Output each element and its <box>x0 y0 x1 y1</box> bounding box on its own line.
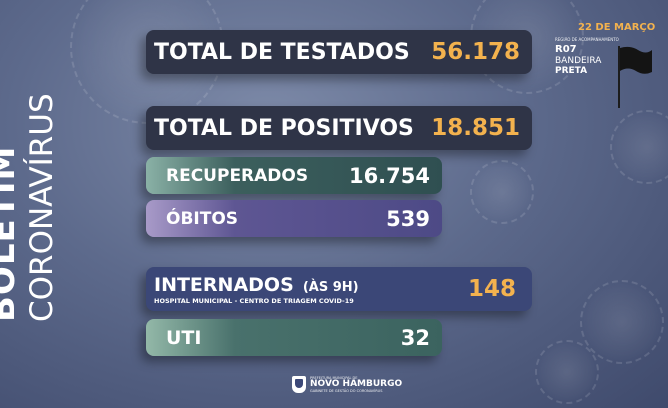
footer-bottom: GABINETE DE GESTÃO DO CORONAVÍRUS <box>310 389 383 393</box>
recuperados-label: RECUPERADOS <box>166 165 309 186</box>
report-date: 22 DE MARÇO <box>578 22 656 33</box>
recuperados-value: 16.754 <box>348 163 430 188</box>
recuperados-bar: RECUPERADOS 16.754 <box>146 157 442 194</box>
uti-label: UTI <box>166 326 202 349</box>
total-positivos-value: 18.851 <box>431 115 520 141</box>
flag-label: BANDEIRA <box>555 56 602 66</box>
internados-time: (ÀS 9H) <box>302 279 359 295</box>
flag-color: PRETA <box>555 66 588 76</box>
virus-decoration <box>535 340 599 404</box>
obitos-label: ÓBITOS <box>166 208 239 229</box>
total-testados-value: 56.178 <box>431 39 520 65</box>
internados-value: 148 <box>467 276 516 302</box>
region-code: R07 <box>555 44 577 55</box>
total-testados-bar: TOTAL DE TESTADOS 56.178 <box>146 30 532 74</box>
obitos-value: 539 <box>386 206 430 231</box>
region-block: REGIÃO DE ACOMPANHAMENTO R07 BANDEIRA PR… <box>555 37 625 76</box>
region-caption: REGIÃO DE ACOMPANHAMENTO <box>555 37 619 42</box>
footer-top: PREFEITURA MUNICIPAL DE <box>310 376 358 380</box>
footer-name: NOVO HAMBURGO <box>310 379 403 389</box>
total-positivos-bar: TOTAL DE POSITIVOS 18.851 <box>146 106 532 150</box>
virus-decoration <box>610 110 668 184</box>
boletim-title: BOLETIM <box>0 145 23 322</box>
virus-decoration <box>580 280 664 364</box>
footer-logo: PREFEITURA MUNICIPAL DE NOVO HAMBURGO GA… <box>292 376 402 393</box>
black-flag-icon <box>618 46 652 108</box>
total-testados-label: TOTAL DE TESTADOS <box>154 39 410 65</box>
total-positivos-label: TOTAL DE POSITIVOS <box>154 115 414 141</box>
coronavirus-subtitle: CORONAVÍRUS <box>24 93 60 322</box>
internados-label: INTERNADOS <box>154 273 294 296</box>
uti-value: 32 <box>400 325 430 350</box>
virus-decoration <box>470 160 534 224</box>
side-title: BOLETIM CORONAVÍRUS <box>0 93 100 322</box>
obitos-bar: ÓBITOS 539 <box>146 200 442 237</box>
city-crest-icon <box>292 376 306 393</box>
internados-bar: INTERNADOS (ÀS 9H) HOSPITAL MUNICIPAL - … <box>146 267 532 311</box>
internados-sublabel: HOSPITAL MUNICIPAL - CENTRO DE TRIAGEM C… <box>154 296 354 305</box>
uti-bar: UTI 32 <box>146 319 442 356</box>
